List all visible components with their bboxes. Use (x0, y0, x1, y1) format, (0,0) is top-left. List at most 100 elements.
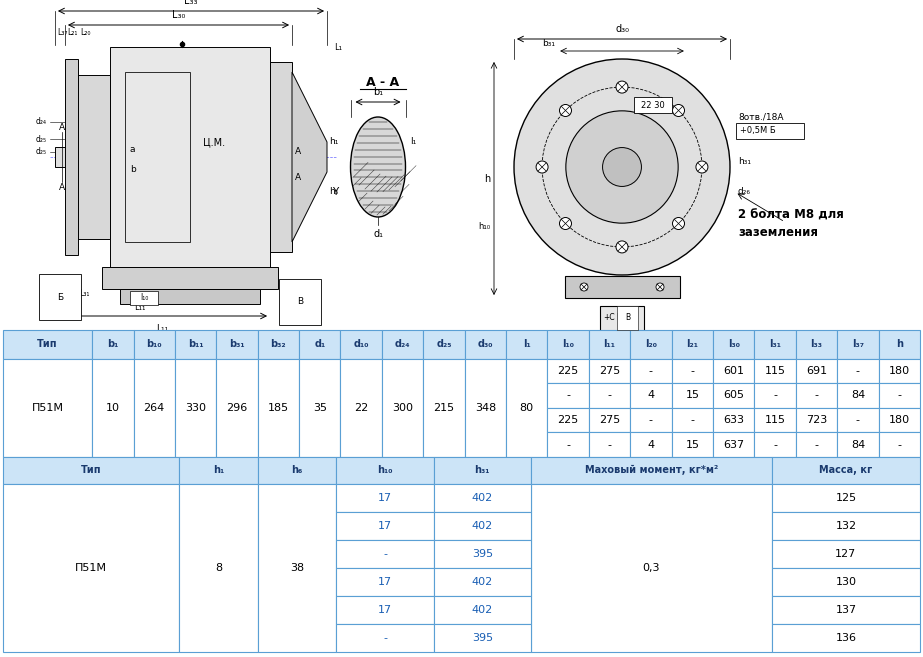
Text: h₃₁: h₃₁ (474, 465, 490, 476)
Text: Тип: Тип (80, 465, 102, 476)
Text: L₂₁: L₂₁ (67, 28, 78, 37)
Text: 127: 127 (835, 549, 857, 559)
Text: заземления: заземления (738, 227, 818, 240)
Bar (258, 359, 299, 457)
Bar (772, 484, 920, 512)
Bar (92, 359, 134, 457)
Text: d₃₀: d₃₀ (477, 339, 493, 350)
Text: 80: 80 (520, 403, 533, 413)
Bar (341, 359, 382, 457)
Bar (589, 408, 630, 432)
Text: L₃₇: L₃₇ (57, 28, 67, 37)
Text: 637: 637 (723, 440, 744, 449)
Bar (216, 359, 258, 457)
Text: l₁₀: l₁₀ (139, 294, 149, 302)
Text: L₁₁: L₁₁ (156, 324, 169, 333)
Text: Тип: Тип (37, 339, 58, 350)
Bar (879, 408, 920, 432)
Bar (258, 330, 299, 359)
Text: 225: 225 (557, 415, 579, 425)
Text: 402: 402 (472, 493, 493, 503)
Text: 723: 723 (806, 415, 827, 425)
Text: h₃₁: h₃₁ (738, 158, 751, 166)
Text: 125: 125 (835, 493, 857, 503)
Text: 137: 137 (835, 605, 857, 615)
Text: -: - (814, 440, 819, 449)
Bar (713, 432, 754, 457)
Bar (796, 359, 837, 383)
Text: M: M (616, 313, 623, 323)
Bar (110, 47, 270, 267)
Text: b₁₁: b₁₁ (616, 354, 629, 363)
Polygon shape (292, 72, 327, 242)
Text: b₃₂: b₃₂ (270, 339, 286, 350)
Text: -: - (383, 549, 387, 559)
Circle shape (616, 241, 628, 253)
Bar (630, 432, 672, 457)
Circle shape (566, 111, 678, 223)
Bar (531, 484, 772, 652)
Text: A: A (295, 148, 301, 156)
Circle shape (559, 217, 571, 229)
Text: b₁: b₁ (107, 339, 118, 350)
Bar (506, 330, 547, 359)
Text: l₁₀: l₁₀ (562, 339, 574, 350)
Text: L₁₁: L₁₁ (135, 302, 146, 311)
Bar (424, 359, 464, 457)
Bar (434, 457, 531, 484)
Bar (3, 330, 92, 359)
Text: l₂₁: l₂₁ (687, 339, 699, 350)
Text: Б: Б (57, 292, 63, 302)
Text: 215: 215 (434, 403, 454, 413)
Text: 4: 4 (647, 440, 654, 449)
Text: -: - (897, 390, 901, 401)
Text: h₁₀: h₁₀ (378, 465, 393, 476)
Bar (547, 383, 589, 408)
Bar (772, 596, 920, 624)
Bar (754, 383, 796, 408)
Bar (434, 512, 531, 540)
Bar (772, 624, 920, 652)
Text: Ц.М.: Ц.М. (203, 137, 225, 147)
Text: 8: 8 (215, 563, 222, 573)
Text: L₁: L₁ (68, 290, 76, 298)
Bar (713, 383, 754, 408)
Text: 4: 4 (647, 390, 654, 401)
Bar (337, 568, 434, 596)
Bar (337, 457, 434, 484)
Bar (634, 97, 672, 113)
Text: 17: 17 (378, 493, 392, 503)
Text: 605: 605 (724, 390, 744, 401)
Text: 35: 35 (313, 403, 327, 413)
Bar (299, 330, 341, 359)
Bar (547, 408, 589, 432)
Text: 225: 225 (557, 366, 579, 376)
Bar (796, 330, 837, 359)
Bar (547, 330, 589, 359)
Bar (772, 568, 920, 596)
Text: h₅: h₅ (330, 187, 339, 196)
Ellipse shape (351, 117, 405, 217)
Text: 395: 395 (472, 549, 493, 559)
Bar (341, 330, 382, 359)
Text: L₃₀: L₃₀ (172, 10, 186, 20)
Bar (589, 432, 630, 457)
Bar (337, 512, 434, 540)
Text: b₁₀: b₁₀ (616, 344, 629, 353)
Circle shape (673, 104, 685, 116)
Circle shape (673, 217, 685, 229)
Text: 84: 84 (851, 390, 865, 401)
Text: 296: 296 (226, 403, 247, 413)
Bar (434, 484, 531, 512)
Text: 115: 115 (764, 415, 785, 425)
Text: l₁: l₁ (522, 339, 531, 350)
Bar (0, 0, 923, 330)
Bar (837, 432, 879, 457)
Text: 395: 395 (472, 633, 493, 643)
Bar (600, 306, 644, 336)
Circle shape (696, 161, 708, 173)
Bar (630, 408, 672, 432)
Text: -: - (649, 366, 653, 376)
Text: 402: 402 (472, 605, 493, 615)
Text: 22: 22 (354, 403, 368, 413)
